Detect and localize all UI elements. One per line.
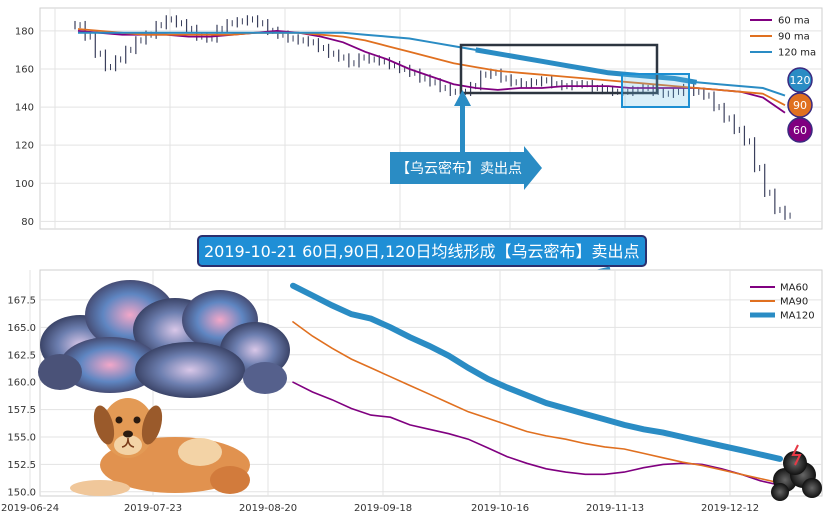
- bottom-series-line-2: [290, 282, 783, 462]
- top-legend-label: 120 ma: [778, 48, 816, 59]
- bottom-title-banner: 2019-10-21 60日,90日,120日均线形成【乌云密布】卖出点: [197, 235, 647, 286]
- ma-end-marker: [787, 67, 813, 93]
- top-y-tick-label: 180: [15, 26, 34, 37]
- bottom-chart-title: 2019-10-21 60日,90日,120日均线形成【乌云密布】卖出点: [204, 242, 640, 261]
- bottom-y-tick-label: 162.5: [7, 350, 36, 361]
- top-legend-label: 60 ma: [778, 16, 810, 27]
- bottom-x-tick-label: 2019-09-18: [354, 503, 412, 514]
- bottom-y-tick-label: 165.0: [7, 323, 36, 334]
- bottom-x-tick-label: 2019-06-24: [1, 503, 59, 514]
- top-series-line-0: [77, 29, 786, 114]
- top-legend: 60 ma 90 ma 120 ma: [750, 16, 816, 59]
- top-y-tick-label: 100: [15, 179, 34, 190]
- ma-end-marker-label: 120: [790, 74, 811, 87]
- bottom-x-tick-label: 2019-10-16: [471, 503, 529, 514]
- top-y-tick-label: 80: [21, 217, 34, 228]
- sell-point-label: 【乌云密布】卖出点: [396, 160, 522, 177]
- bottom-ma-lines: [290, 282, 783, 487]
- storm-cloud-icon: [38, 280, 290, 398]
- ma-end-marker-label: 60: [793, 124, 807, 137]
- bottom-x-tick-label: 2019-07-23: [124, 503, 182, 514]
- bottom-y-axis: 150.0 152.5 155.0 157.5 160.0 162.5 165.0 167.5: [7, 295, 36, 498]
- ma-end-marker-label: 90: [793, 99, 807, 112]
- ma-end-marker: [787, 92, 813, 118]
- bottom-y-tick-label: 150.0: [7, 487, 36, 498]
- sell-zone-box: [621, 73, 690, 108]
- top-series-line-1: [77, 28, 786, 106]
- bottom-x-tick-label: 2019-11-13: [586, 503, 644, 514]
- ma-end-marker: [787, 117, 813, 143]
- bottom-x-tick-label: 2019-12-12: [701, 503, 759, 514]
- bottom-x-tick-label: 2019-08-20: [239, 503, 297, 514]
- bottom-legend-label: MA90: [780, 297, 808, 308]
- top-ma-lines: [77, 28, 786, 114]
- bottom-y-tick-label: 155.0: [7, 432, 36, 443]
- top-series-highlight: [475, 47, 698, 85]
- bottom-y-tick-label: 157.5: [7, 405, 36, 416]
- bottom-y-tick-label: 152.5: [7, 460, 36, 471]
- top-y-tick-label: 120: [15, 141, 34, 152]
- top-plot-area: 80 100 120 140 160 180 【乌云密布】卖出点 60 ma 90 ma 12…: [15, 7, 823, 230]
- bottom-legend: MA60 MA90 MA120: [750, 283, 815, 322]
- bottom-legend-label: MA120: [780, 311, 815, 322]
- bottom-legend-label: MA60: [780, 283, 808, 294]
- bottom-x-axis: 2019-06-24 2019-07-23 2019-08-20 2019-09-18…: [1, 503, 759, 514]
- bottom-series-line-1: [292, 321, 781, 484]
- ma-end-markers: 120 90 60: [787, 67, 813, 143]
- bottom-y-tick-label: 167.5: [7, 295, 36, 306]
- dog-icon: [70, 398, 250, 496]
- top-y-tick-label: 140: [15, 103, 34, 114]
- sell-point-annotation: 【乌云密布】卖出点: [390, 90, 542, 190]
- dark-cloud-box: [459, 43, 659, 95]
- top-legend-label: 90 ma: [778, 32, 810, 43]
- top-y-tick-label: 160: [15, 64, 34, 75]
- bottom-y-tick-label: 160.0: [7, 378, 36, 389]
- top-y-axis: 80 100 120 140 160 180: [15, 26, 34, 228]
- dark-cloud-icon: [771, 444, 822, 501]
